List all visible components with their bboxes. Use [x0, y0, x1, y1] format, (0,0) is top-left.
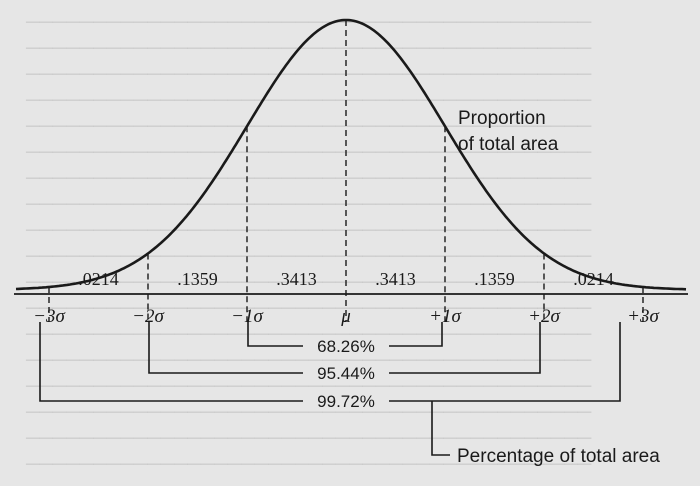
bell-curve	[15, 18, 687, 291]
bracket-1-sigma	[247, 322, 443, 347]
tick-label-minus-2: −2σ	[132, 306, 164, 327]
percentage-label: Percentage of total area	[457, 446, 660, 467]
tick-label-plus-3: +3σ	[627, 306, 659, 327]
tick-label-plus-2: +2σ	[528, 306, 560, 327]
proportion-label-line2: of total area	[458, 134, 559, 155]
percentage-leader-line	[431, 401, 450, 456]
band-proportion-labels: .0214 .1359 .3413 .3413 .1359 .0214	[78, 269, 614, 289]
band-label-2: .1359	[177, 269, 218, 289]
sigma-tick-labels: −3σ −2σ −1σ μ +1σ +2σ +3σ	[33, 306, 659, 327]
coverage-brackets	[39, 322, 621, 456]
band-label-3: .3413	[276, 269, 317, 289]
tick-label-mean: μ	[340, 306, 351, 327]
bracket-2-sigma	[148, 322, 541, 374]
band-label-1: .0214	[78, 269, 119, 289]
coverage-1-sigma: 68.26%	[317, 337, 375, 356]
band-label-5: .1359	[474, 269, 515, 289]
band-label-6: .0214	[573, 269, 614, 289]
tick-label-plus-1: +1σ	[429, 306, 461, 327]
coverage-2-sigma: 95.44%	[317, 364, 375, 383]
tick-label-minus-1: −1σ	[231, 306, 263, 327]
tick-label-minus-3: −3σ	[33, 306, 65, 327]
band-label-4: .3413	[375, 269, 416, 289]
proportion-label-line1: Proportion	[458, 108, 546, 129]
coverage-3-sigma: 99.72%	[317, 392, 375, 411]
bracket-3-sigma	[39, 322, 621, 402]
sigma-division-lines	[48, 20, 644, 322]
